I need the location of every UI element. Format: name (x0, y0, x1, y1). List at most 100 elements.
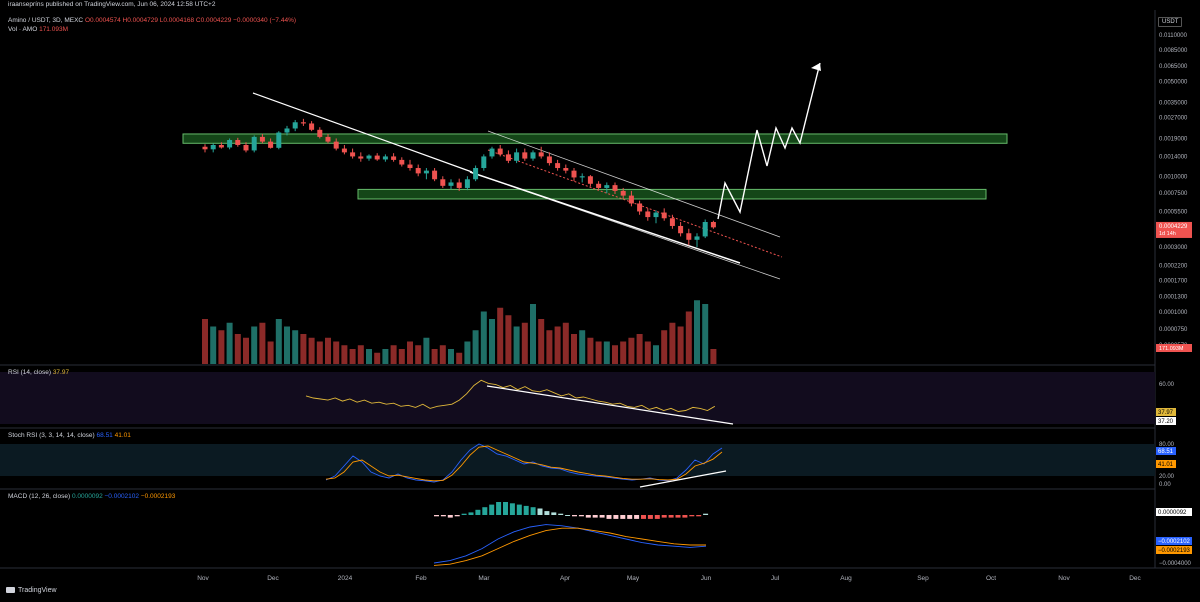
candle-body (579, 176, 585, 178)
macd-histogram-bar (585, 515, 591, 518)
stoch-level-label: 20.00 (1159, 474, 1175, 480)
candle-body (259, 136, 265, 142)
candle-body (456, 182, 462, 188)
volume-label[interactable]: Vol · AMO (8, 26, 38, 33)
macd-histogram-bar (503, 502, 508, 515)
volume-bar (341, 345, 348, 364)
volume-bar (702, 304, 709, 364)
macd-value: −0.0002102 (104, 493, 140, 500)
channel-lower-extension (469, 171, 781, 280)
candle-body (235, 140, 241, 145)
candle-body (407, 164, 413, 169)
price-tick-label: 0.0014000 (1159, 154, 1188, 160)
stoch-label[interactable]: Stoch RSI (3, 3, 14, 14, close) (8, 432, 95, 439)
volume-bar (226, 322, 233, 364)
macd-histogram-bar (475, 509, 481, 515)
price-tick-label: 0.0110000 (1159, 33, 1188, 39)
volume-bar (554, 326, 561, 364)
macd-histogram-bar (696, 515, 702, 517)
last-price-value: 0.0004229 (1159, 224, 1188, 230)
price-tick-label: 0.0065000 (1159, 64, 1188, 70)
volume-bar (300, 334, 307, 364)
macd-histogram-bar (613, 515, 619, 519)
ohlc-values: O0.0004574 H0.0004729 L0.0004168 C0.0004… (84, 17, 297, 24)
candle-body (300, 122, 306, 124)
macd-hist-value: 0.0000092 (71, 493, 103, 500)
candle-body (563, 168, 569, 171)
volume-bar (415, 345, 422, 364)
macd-histogram-bar (689, 515, 695, 517)
candle-body (546, 156, 552, 164)
currency-button[interactable]: USDT (1158, 17, 1183, 27)
candle-body (448, 182, 454, 186)
candle-body (350, 152, 356, 157)
macd-histogram-bar (523, 505, 529, 515)
macd-label[interactable]: MACD (12, 26, close) (8, 493, 71, 500)
price-tick-label: 0.0085000 (1159, 48, 1188, 54)
volume-bar (579, 330, 586, 364)
candle-body (243, 144, 249, 151)
volume-bar (259, 322, 266, 364)
candle-body (202, 146, 208, 150)
macd-hist-box (1156, 508, 1192, 516)
candle-body (710, 221, 716, 228)
volume-bar (571, 334, 577, 364)
signal-line (433, 527, 706, 566)
time-tick-label: Nov (1058, 575, 1070, 582)
price-tick-label: 0.0010000 (1159, 174, 1188, 180)
macd-histogram-bar (496, 502, 502, 515)
macd-histogram-bar (661, 515, 667, 518)
macd-histogram-bar (606, 515, 612, 519)
time-tick-label: Jun (701, 575, 712, 582)
candle-body (366, 155, 372, 159)
rsi-label[interactable]: RSI (14, close) (8, 369, 51, 376)
volume-bar (472, 330, 479, 364)
stoch-k-axis-value: 68.51 (1158, 449, 1174, 455)
candle-body (678, 225, 684, 234)
macd-histogram-bar (544, 511, 550, 515)
volume-bar (243, 337, 249, 364)
time-tick-label: Apr (560, 575, 571, 582)
volume-bar (661, 330, 668, 364)
stoch-band (0, 444, 1155, 476)
macd-hist-axis-value: 0.0000092 (1158, 510, 1187, 516)
candle-body (497, 148, 503, 155)
candle-body (374, 155, 380, 160)
volume-bar (366, 349, 372, 364)
projection-arrowhead (811, 63, 821, 71)
volume-bar (407, 341, 413, 364)
candle-body (423, 170, 429, 174)
macd-histogram-bar (682, 515, 688, 518)
volume-bar (349, 349, 356, 364)
volume-bar (398, 349, 405, 364)
symbol-title[interactable]: Amino / USDT, 3D, MEXC (8, 17, 84, 24)
candle-body (661, 212, 667, 219)
time-tick-label: Aug (840, 575, 852, 582)
support-resistance-zone (357, 188, 987, 200)
macd-histogram-bar (530, 507, 536, 515)
candle-body (325, 136, 331, 142)
rsi-header: RSI (14, close) 37.97 (8, 369, 69, 377)
volume-bar (431, 349, 438, 364)
volume-bar (308, 337, 315, 364)
tradingview-footer[interactable]: TradingView (6, 587, 57, 594)
tradingview-logo-icon (6, 587, 15, 594)
volume-value: 171.093M (39, 26, 68, 33)
stoch-d-line (325, 445, 723, 482)
macd-histogram-bar (675, 515, 681, 518)
time-tick-label: Feb (415, 575, 427, 582)
macd-histogram-bar (703, 513, 709, 515)
stoch-level-label: 80.00 (1159, 442, 1175, 448)
stoch-k-box (1156, 447, 1176, 455)
volume-bar (595, 341, 602, 364)
macd-histogram-bar (551, 512, 557, 515)
volume-bar (587, 337, 594, 364)
candle-body (276, 132, 282, 148)
candle-body (489, 148, 495, 157)
rsi-axis-value: 37.97 (1158, 410, 1174, 416)
candle-body (620, 190, 626, 196)
price-tick-label: 0.0050000 (1159, 79, 1188, 85)
candle-body (432, 170, 438, 180)
